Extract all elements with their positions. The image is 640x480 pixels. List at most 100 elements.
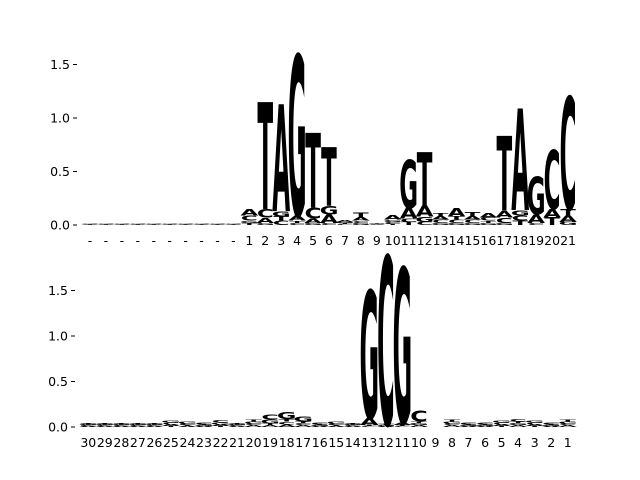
logo-letter-G: G bbox=[81, 224, 100, 225]
x-tick-label: - bbox=[120, 233, 125, 248]
logo-letter-A: A bbox=[209, 224, 227, 225]
logo-letter-G: G bbox=[277, 410, 297, 421]
x-tick-label: 15 bbox=[328, 435, 344, 450]
logo-letter-G: G bbox=[128, 224, 147, 225]
x-tick-label: - bbox=[183, 233, 188, 248]
logo-letter-G: G bbox=[336, 222, 355, 224]
x-tick-label: 11 bbox=[401, 233, 417, 248]
logo-letter-A: A bbox=[81, 224, 99, 225]
logo-letter-A: A bbox=[272, 76, 290, 246]
x-tick-label: 17 bbox=[496, 233, 512, 248]
x-tick-label: 9 bbox=[431, 435, 439, 450]
logo-letter-T: T bbox=[496, 116, 512, 236]
logo-letter-A: A bbox=[240, 208, 258, 218]
logo-letter-G: G bbox=[304, 222, 323, 225]
logo-letter-C: C bbox=[228, 425, 245, 426]
logo-letter-A: A bbox=[479, 212, 497, 219]
logo-letter-G: G bbox=[78, 424, 98, 425]
logo-letter-A: A bbox=[400, 205, 418, 222]
logo-letter-C: C bbox=[321, 222, 338, 225]
logo-letter-T: T bbox=[241, 222, 258, 225]
logo-letter-A: A bbox=[145, 224, 163, 225]
logo-letter-G: G bbox=[112, 224, 131, 225]
logo-letter-G: G bbox=[351, 222, 370, 225]
logo-panel-top: 0.00.51.01.5 TACGTACGTACGTACGTACGTACGTAC… bbox=[50, 11, 578, 267]
x-tick-label: 6 bbox=[325, 233, 333, 248]
logo-letter-C: C bbox=[361, 426, 378, 427]
logo-letter-A: A bbox=[129, 426, 147, 427]
logo-letter-T: T bbox=[460, 424, 477, 425]
logo-letter-G: G bbox=[525, 420, 545, 423]
logo-letter-C: C bbox=[512, 214, 529, 223]
logo-letter-C: C bbox=[480, 217, 497, 222]
logo-letter-T: T bbox=[98, 225, 114, 226]
logo-letter-A: A bbox=[96, 426, 114, 427]
logo-letter-G: G bbox=[399, 146, 418, 223]
logo-letter-A: A bbox=[559, 425, 579, 428]
logo-letter-A: A bbox=[459, 426, 477, 427]
x-tick-label: 29 bbox=[97, 435, 113, 450]
logo-letter-C: C bbox=[496, 216, 513, 225]
logo-letter-G: G bbox=[415, 215, 434, 224]
logo-letter-A: A bbox=[336, 219, 354, 222]
x-tick-label: 9 bbox=[373, 233, 381, 248]
logo-letter-G: G bbox=[376, 425, 396, 426]
x-tick-label: 20 bbox=[246, 435, 262, 450]
logo-letter-C: C bbox=[145, 224, 162, 225]
x-tick-label: - bbox=[199, 233, 204, 248]
logo-letter-C: C bbox=[460, 422, 477, 425]
logo-letter-A: A bbox=[410, 425, 430, 428]
x-tick-label: 6 bbox=[481, 435, 489, 450]
logo-letter-G: G bbox=[144, 224, 163, 225]
x-tick-label: 20 bbox=[544, 233, 560, 248]
logo-letter-T: T bbox=[114, 225, 130, 226]
logo-letter-A: A bbox=[464, 216, 482, 221]
logo-letter-A: A bbox=[244, 425, 264, 428]
logo-letter-G: G bbox=[463, 222, 482, 225]
logo-letter-C: C bbox=[209, 224, 226, 225]
logo-letter-C: C bbox=[294, 423, 311, 426]
logo-letter-G: G bbox=[256, 222, 275, 225]
logo-letter-G: G bbox=[227, 424, 247, 425]
logo-letter-C: C bbox=[560, 66, 577, 245]
x-tick-label: 30 bbox=[80, 435, 96, 450]
logo-letter-C: C bbox=[526, 422, 543, 425]
logo-letter-T: T bbox=[312, 424, 329, 425]
logo-letter-C: C bbox=[328, 423, 345, 426]
logo-letter-G: G bbox=[393, 226, 413, 473]
logo-letter-C: C bbox=[129, 425, 146, 426]
logo-letter-C: C bbox=[80, 425, 97, 426]
x-tick-label: 16 bbox=[312, 435, 328, 450]
logo-letter-G: G bbox=[479, 222, 498, 225]
logo-letter-G: G bbox=[508, 423, 528, 426]
logo-letter-G: G bbox=[161, 420, 181, 423]
logo-letter-T: T bbox=[113, 423, 130, 424]
x-tick-label: 25 bbox=[163, 435, 179, 450]
logo-letter-G: G bbox=[288, 11, 307, 267]
x-tick-label: 21 bbox=[229, 435, 245, 450]
x-tick-label: 3 bbox=[277, 233, 285, 248]
logo-letter-T: T bbox=[560, 208, 576, 218]
logo-letter-T: T bbox=[321, 131, 337, 225]
x-tick-label: 21 bbox=[560, 233, 576, 248]
logo-letter-A: A bbox=[344, 426, 362, 427]
y-tick-label: 0.0 bbox=[50, 218, 70, 233]
logo-letter-C: C bbox=[212, 419, 229, 423]
x-tick-label: 24 bbox=[180, 435, 196, 450]
logo-letter-G: G bbox=[260, 419, 280, 425]
logo-letter-T: T bbox=[295, 421, 312, 424]
logo-letter-G: G bbox=[559, 221, 578, 226]
logo-letter-T: T bbox=[196, 424, 213, 425]
logo-letter-T: T bbox=[194, 225, 210, 226]
logo-letter-C: C bbox=[368, 224, 385, 225]
logo-letter-T: T bbox=[543, 424, 560, 425]
logo-letter-T: T bbox=[361, 425, 378, 426]
x-tick-label: 8 bbox=[357, 233, 365, 248]
x-tick-label: 22 bbox=[213, 435, 229, 450]
logo-letter-A: A bbox=[432, 216, 450, 221]
logo-letter-G: G bbox=[178, 421, 198, 424]
logo-letter-T: T bbox=[82, 225, 98, 226]
logo-letter-C: C bbox=[352, 220, 369, 223]
x-tick-label: 14 bbox=[345, 435, 361, 450]
logo-letter-C: C bbox=[410, 408, 427, 425]
